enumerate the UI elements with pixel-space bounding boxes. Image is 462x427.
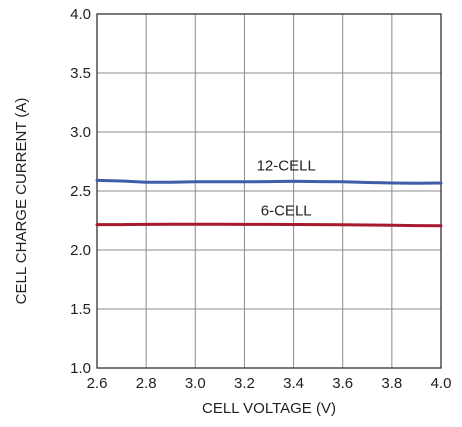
y-tick-labels: 1.0 1.5 2.0 2.5 3.0 3.5 4.0 <box>70 6 91 377</box>
y-tick-label: 2.5 <box>70 183 91 200</box>
x-tick-label: 2.8 <box>136 375 157 392</box>
x-tick-label: 3.4 <box>283 375 304 392</box>
y-tick-label: 3.0 <box>70 124 91 141</box>
y-tick-label: 1.0 <box>70 360 91 377</box>
y-axis-label: CELL CHARGE CURRENT (A) <box>13 98 30 305</box>
x-tick-label: 2.6 <box>87 375 108 392</box>
x-tick-label: 3.8 <box>381 375 402 392</box>
x-tick-label: 3.6 <box>332 375 353 392</box>
series-label-12-cell: 12-CELL <box>257 157 316 174</box>
y-tick-label: 4.0 <box>70 6 91 23</box>
series-group <box>95 178 443 228</box>
grid <box>97 14 441 368</box>
series-line-12-cell <box>95 178 443 185</box>
x-tick-label: 3.2 <box>234 375 255 392</box>
y-tick-label: 2.0 <box>70 242 91 259</box>
y-tick-label: 1.5 <box>70 301 91 318</box>
x-tick-label: 4.0 <box>431 375 452 392</box>
x-tick-label: 3.0 <box>185 375 206 392</box>
series-label-6-cell: 6-CELL <box>261 203 312 220</box>
series-line-6-cell <box>95 222 443 228</box>
x-tick-labels: 2.6 2.8 3.0 3.2 3.4 3.6 3.8 4.0 <box>87 375 452 392</box>
x-axis-label: CELL VOLTAGE (V) <box>202 400 336 417</box>
series-labels: 12-CELL 6-CELL <box>257 157 316 219</box>
y-tick-label: 3.5 <box>70 65 91 82</box>
plot-frame <box>96 13 442 369</box>
